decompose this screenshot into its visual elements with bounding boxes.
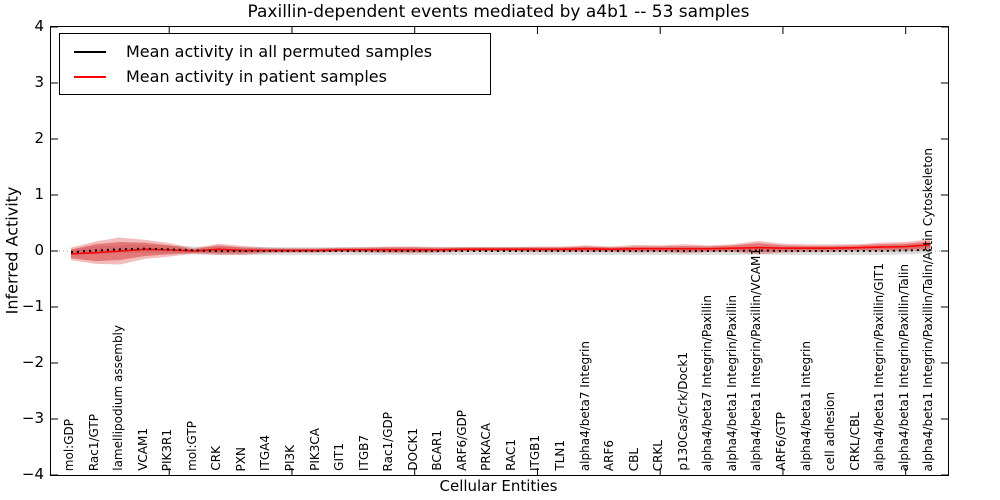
x-category-label: ITGB1 <box>528 434 543 471</box>
x-category-label: lamellipodium assembly <box>111 325 126 471</box>
x-axis-label: Cellular Entities <box>439 477 558 495</box>
x-category-label: ITGA4 <box>258 434 273 471</box>
x-category-label: Rac1/GDP <box>381 411 396 471</box>
x-category-label: mol:GDP <box>62 418 76 471</box>
x-category-label: cell adhesion <box>823 392 838 471</box>
x-category-label: ARF6/GTP <box>773 412 788 471</box>
x-category-label: PI3K <box>282 444 297 471</box>
x-category-label: DOCK1 <box>405 428 420 471</box>
plot-area <box>50 26 949 476</box>
x-category-label: RAC1 <box>503 439 518 471</box>
x-category-label: alpha4/beta1 Integrin/Paxillin <box>724 294 739 471</box>
y-tick-label: −1 <box>21 297 44 315</box>
x-category-label: alpha4/beta7 Integrin <box>577 340 592 471</box>
y-tick-label: −4 <box>21 465 44 483</box>
x-category-label: VCAM1 <box>135 428 150 471</box>
x-category-label: CBL <box>626 447 641 471</box>
y-tick-label: −3 <box>21 409 44 427</box>
x-category-label: PIK3R1 <box>160 428 175 471</box>
legend-entry-permuted: Mean activity in all permuted samples <box>60 42 490 61</box>
x-category-label: alpha4/beta1 Integrin/Paxillin/Talin/Act… <box>921 147 936 471</box>
x-category-label: GIT1 <box>332 443 347 471</box>
x-category-label: ARF6/GDP <box>454 410 469 471</box>
x-category-label: PRKACA <box>479 423 494 471</box>
x-category-label: alpha4/beta1 Integrin/Paxillin/VCAM1 <box>749 247 764 471</box>
x-category-label: Rac1/GTP <box>86 413 101 471</box>
x-category-label: ITGB7 <box>356 434 371 471</box>
legend-label: Mean activity in all permuted samples <box>126 42 433 61</box>
x-category-label: mol:GTP <box>184 421 199 471</box>
x-category-label: alpha4/beta1 Integrin/Paxillin/Talin <box>896 263 911 471</box>
x-category-label: CRKL <box>651 439 666 471</box>
y-tick-label: 4 <box>34 17 44 35</box>
plot-svg <box>51 27 948 475</box>
x-category-label: CRKL/CBL <box>847 412 862 471</box>
x-category-label: ARF6 <box>602 439 617 471</box>
x-category-label: PXN <box>233 446 248 471</box>
x-category-label: alpha4/beta7 Integrin/Paxillin <box>700 294 715 471</box>
x-category-label: PIK3CA <box>307 428 322 471</box>
x-category-label: CRK <box>209 446 224 471</box>
legend: Mean activity in all permuted samples Me… <box>59 33 491 95</box>
y-tick-label: 2 <box>34 129 44 147</box>
legend-label: Mean activity in patient samples <box>126 67 387 86</box>
red-line-sample <box>74 75 106 78</box>
y-tick-label: −2 <box>21 353 44 371</box>
chart-title: Paxillin-dependent events mediated by a4… <box>247 2 750 22</box>
y-tick-label: 0 <box>34 241 44 259</box>
x-category-label: TLN1 <box>553 440 567 471</box>
black-line-sample <box>74 50 106 53</box>
legend-entry-patient: Mean activity in patient samples <box>60 67 490 86</box>
x-category-label: alpha4/beta1 Integrin <box>798 340 813 471</box>
x-category-label: p130Cas/Crk/Dock1 <box>675 352 690 471</box>
y-tick-label: 3 <box>34 73 44 91</box>
x-category-label: BCAR1 <box>430 430 445 471</box>
x-category-label: alpha4/beta1 Integrin/Paxillin/GIT1 <box>872 262 887 471</box>
y-tick-label: 1 <box>34 185 44 203</box>
